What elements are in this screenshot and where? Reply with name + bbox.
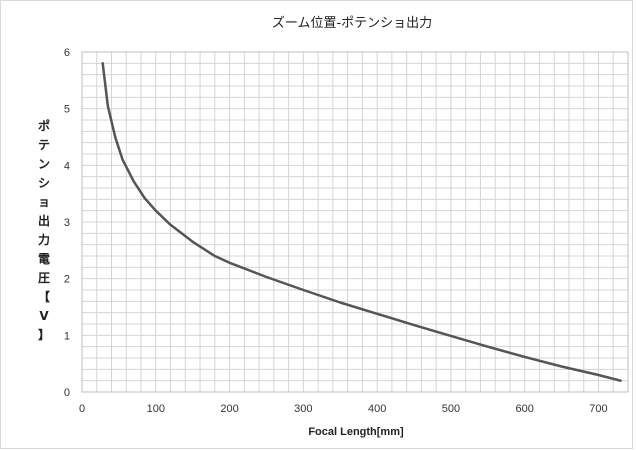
y-axis-title-char: テ [38,138,50,152]
y-tick-label: 6 [64,47,70,59]
y-tick-label: 1 [64,330,70,342]
x-tick-label: 300 [294,403,312,415]
y-tick-label: 4 [64,160,70,172]
y-axis-title-char: ョ [38,195,50,209]
series-line [101,62,622,382]
y-axis-title-char: 【 [38,289,50,304]
plot-border [81,51,629,393]
y-tick-label: 3 [64,217,70,229]
y-axis-title-char: 出 [38,213,50,228]
series [101,62,622,382]
x-tick-label: 200 [220,403,238,415]
y-axis-title-char: 圧 [38,271,50,285]
x-tick-label: 600 [516,403,534,415]
x-tick-label: 100 [147,403,165,415]
y-axis-title-char: 電 [38,252,50,266]
y-axis-title-char: ン [38,157,50,171]
chart-title: ズーム位置-ポテンショ出力 [272,15,432,31]
x-tick-label: 0 [79,403,85,415]
y-tick-label: 2 [64,274,70,286]
y-tick-label: 5 [64,104,70,116]
y-axis-title-char: ポ [38,118,50,133]
y-axis-title-char: 力 [38,232,50,247]
x-axis-title: Focal Length[mm] [308,426,404,438]
y-axis-title-char: 】 [38,327,50,342]
x-tick-label: 400 [368,403,386,415]
y-axis-title-char: シ [38,176,50,190]
x-tick-label: 500 [442,403,460,415]
y-tick-label: 0 [64,387,70,399]
grid [81,51,629,393]
y-axis-title-char: V [39,309,49,323]
tick-labels: 0 100 200 300 400 500 600 700 0 1 2 3 4 5 6 [64,47,608,415]
x-tick-label: 700 [589,403,607,415]
